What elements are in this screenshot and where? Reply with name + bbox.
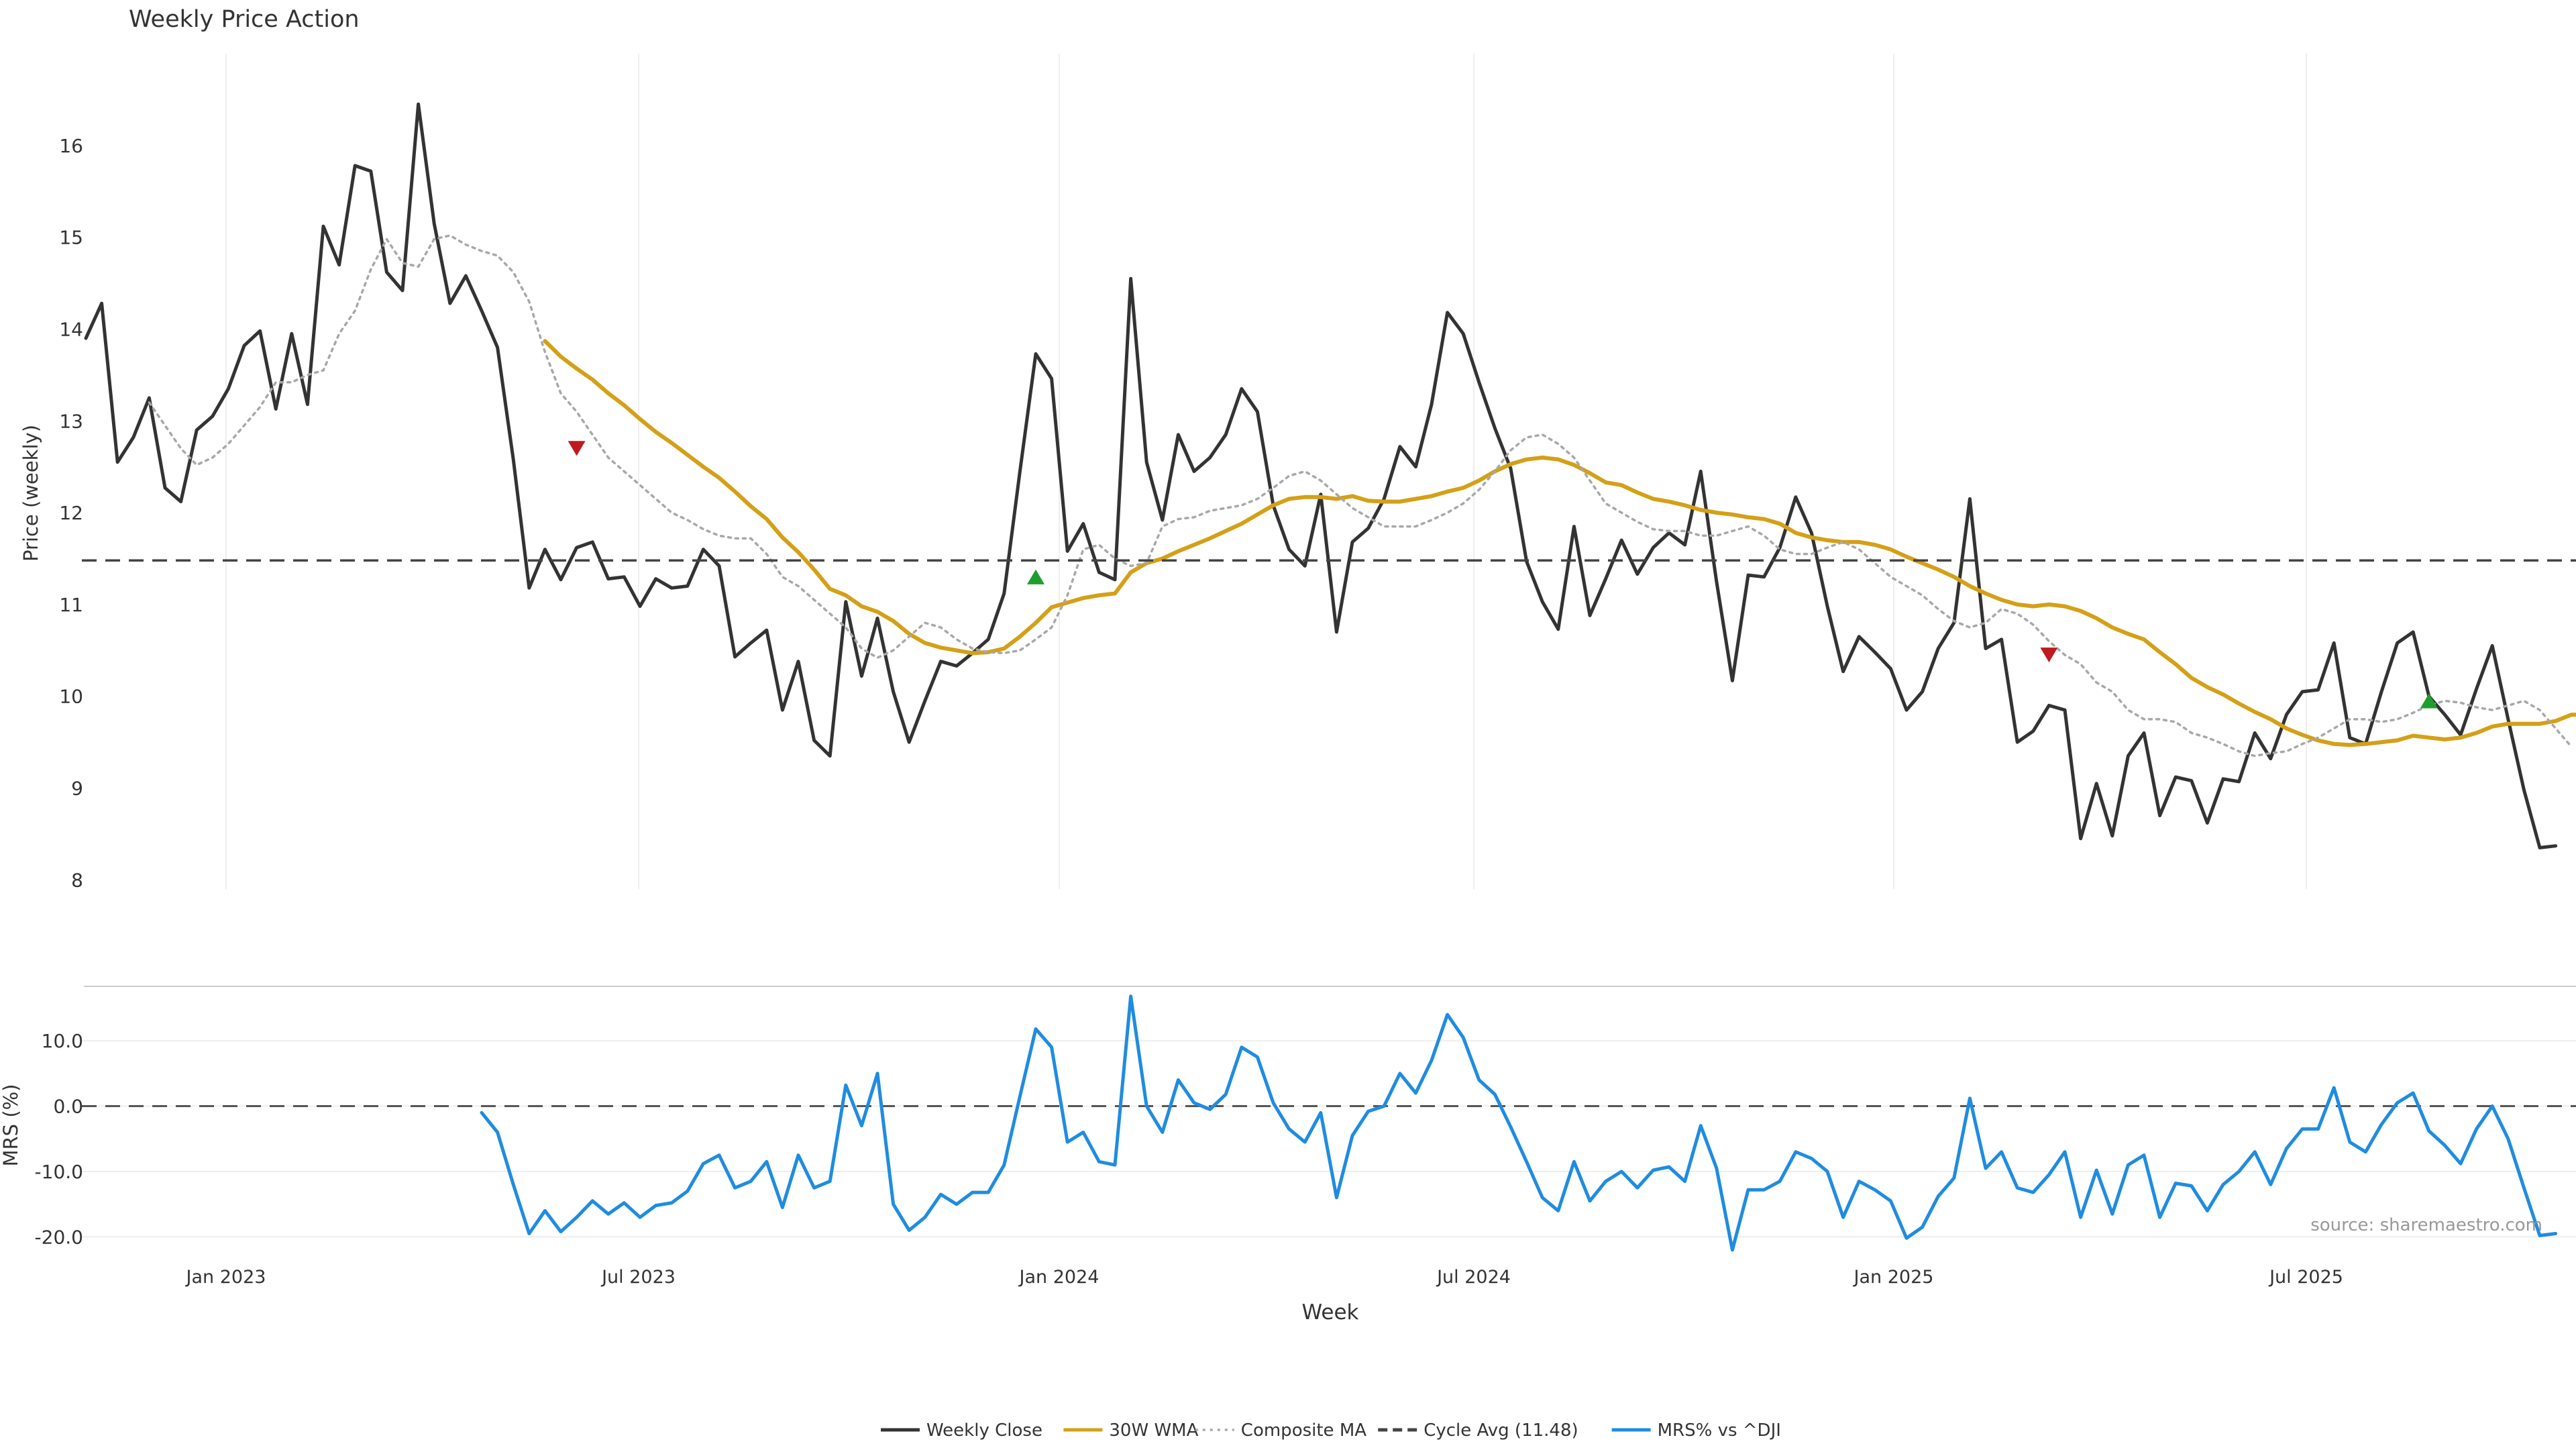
price-y-tick-label: 13: [59, 410, 83, 432]
mrs-y-tick-label: 0.0: [53, 1096, 83, 1118]
legend-item-cycle-avg-11-48: Cycle Avg (11.48): [1378, 1420, 1578, 1441]
sell-signal-marker: [2040, 647, 2058, 663]
mrs-y-axis-label: MRS (%): [0, 1084, 22, 1167]
series-weekly-close: [84, 102, 2558, 849]
buy-signal-marker: [1027, 569, 1044, 584]
series-composite-ma: [148, 234, 2573, 758]
price-y-tick-label: 9: [71, 778, 83, 800]
legend-label: Cycle Avg (11.48): [1424, 1420, 1578, 1441]
legend-item-weekly-close: Weekly Close: [881, 1420, 1042, 1441]
price-y-tick-label: 12: [59, 502, 83, 524]
legend-label: MRS% vs ^DJI: [1658, 1420, 1781, 1441]
price-y-tick-label: 10: [59, 686, 83, 708]
sell-signal-marker: [568, 441, 586, 456]
legend-item-composite-ma: Composite MA: [1195, 1420, 1366, 1441]
price-y-ticks: 8 9 10 11 12 13 14 15 16: [59, 135, 83, 892]
series-30w-wma: [543, 339, 2576, 747]
mrs-y-tick-label: 10.0: [42, 1030, 83, 1052]
price-y-tick-label: 11: [59, 594, 83, 616]
legend-label: Composite MA: [1241, 1420, 1366, 1441]
chart-title: Weekly Price Action: [129, 6, 360, 33]
mrs-grid: [82, 1040, 2576, 1238]
price-y-tick-label: 14: [59, 318, 83, 340]
mrs-y-ticks: 10.0 0.0 -10.0 -20.0: [35, 1030, 83, 1248]
price-y-tick-label: 8: [71, 869, 83, 891]
x-tick-label: Jul 2023: [600, 1267, 676, 1288]
x-axis-label: Week: [1302, 1300, 1359, 1325]
legend-item-30w-wma: 30W WMA: [1063, 1420, 1199, 1441]
legend-label: 30W WMA: [1109, 1420, 1198, 1441]
x-tick-label: Jan 2024: [1018, 1267, 1099, 1288]
mrs-y-tick-label: -20.0: [35, 1226, 83, 1248]
chart-legend: Weekly Close 30W WMA Composite MA Cycle Avg…: [881, 1420, 1781, 1441]
price-y-axis-label: Price (weekly): [19, 425, 42, 562]
price-y-tick-label: 15: [59, 227, 83, 249]
price-series-group: [82, 102, 2576, 849]
x-tick-label: Jan 2025: [1853, 1267, 1934, 1288]
source-annotation: source: sharemaestro.com: [2310, 1215, 2542, 1235]
x-axis-ticks: Jan 2023 Jul 2023 Jan 2024 Jul 2024 Jan 2025…: [185, 1267, 2343, 1288]
x-tick-label: Jan 2023: [185, 1267, 266, 1288]
price-y-tick-label: 16: [59, 135, 83, 157]
legend-item-mrs-vs-dji: MRS% vs ^DJI: [1611, 1420, 1781, 1441]
legend-label: Weekly Close: [926, 1420, 1042, 1441]
price-panel: 8 9 10 11 12 13 14 15 16 Weekly Price Action Pri…: [19, 6, 2576, 891]
x-tick-label: Jul 2025: [2268, 1267, 2343, 1288]
signal-markers: [568, 441, 2438, 709]
series-mrs-vs-dji: [480, 994, 2558, 1252]
buy-signal-marker: [2420, 693, 2438, 709]
mrs-panel: 10.0 0.0 -10.0 -20.0 MRS (%) source: sharem…: [0, 994, 2576, 1252]
mrs-series-group: [480, 994, 2558, 1252]
mrs-y-tick-label: -10.0: [35, 1161, 83, 1183]
x-tick-label: Jul 2024: [1436, 1267, 1511, 1288]
